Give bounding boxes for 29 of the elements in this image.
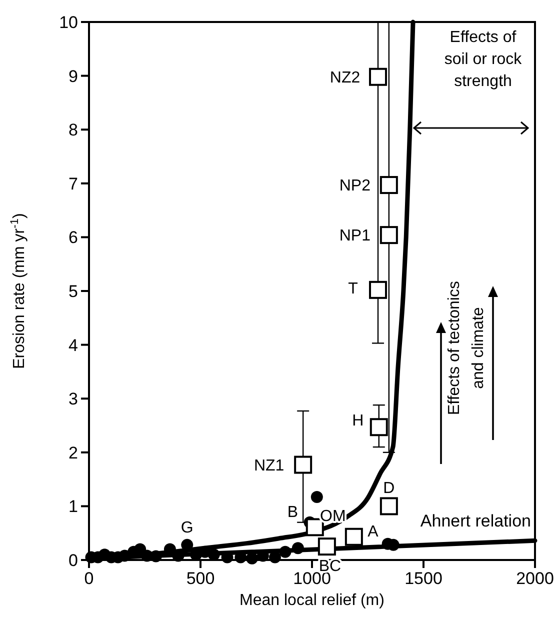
y-tick-label: 5 <box>68 282 78 301</box>
annotation: NP1 <box>339 228 371 245</box>
y-tick-label: 2 <box>68 443 78 462</box>
series-label: Ahnert relation <box>420 512 531 531</box>
x-tick-label: 1500 <box>404 569 442 588</box>
y-tick-label: 10 <box>59 12 78 32</box>
y-tick-label: 3 <box>68 390 78 409</box>
annotation: Effects of tectonics and climate <box>446 281 487 415</box>
x-tick-label: 0 <box>84 569 94 588</box>
y-tick-label: 7 <box>68 174 78 194</box>
annotation: NZ1 <box>254 457 284 474</box>
annotation: T <box>348 280 358 298</box>
y-tick-label: 0 <box>68 550 78 570</box>
annotation: NZ2 <box>330 69 360 86</box>
y-tick-label: 9 <box>68 66 78 86</box>
x-tick-label: 500 <box>186 569 215 588</box>
annotation: NP2 <box>339 178 371 195</box>
annotation: B <box>287 504 298 521</box>
annotation: D <box>383 480 395 497</box>
annotation: Effects of soil or rock strength <box>444 29 523 90</box>
y-tick-label: 4 <box>68 336 78 355</box>
y-tick-label: 1 <box>68 497 78 516</box>
x-axis-title: Mean local relief (m) <box>240 592 384 609</box>
annotation: G <box>180 520 194 537</box>
y-tick-label: 8 <box>68 120 78 140</box>
y-tick-label: 6 <box>68 228 78 248</box>
annotation: A <box>368 523 379 540</box>
annotation: H <box>352 412 364 430</box>
x-tick-label: 2000 <box>516 569 554 588</box>
